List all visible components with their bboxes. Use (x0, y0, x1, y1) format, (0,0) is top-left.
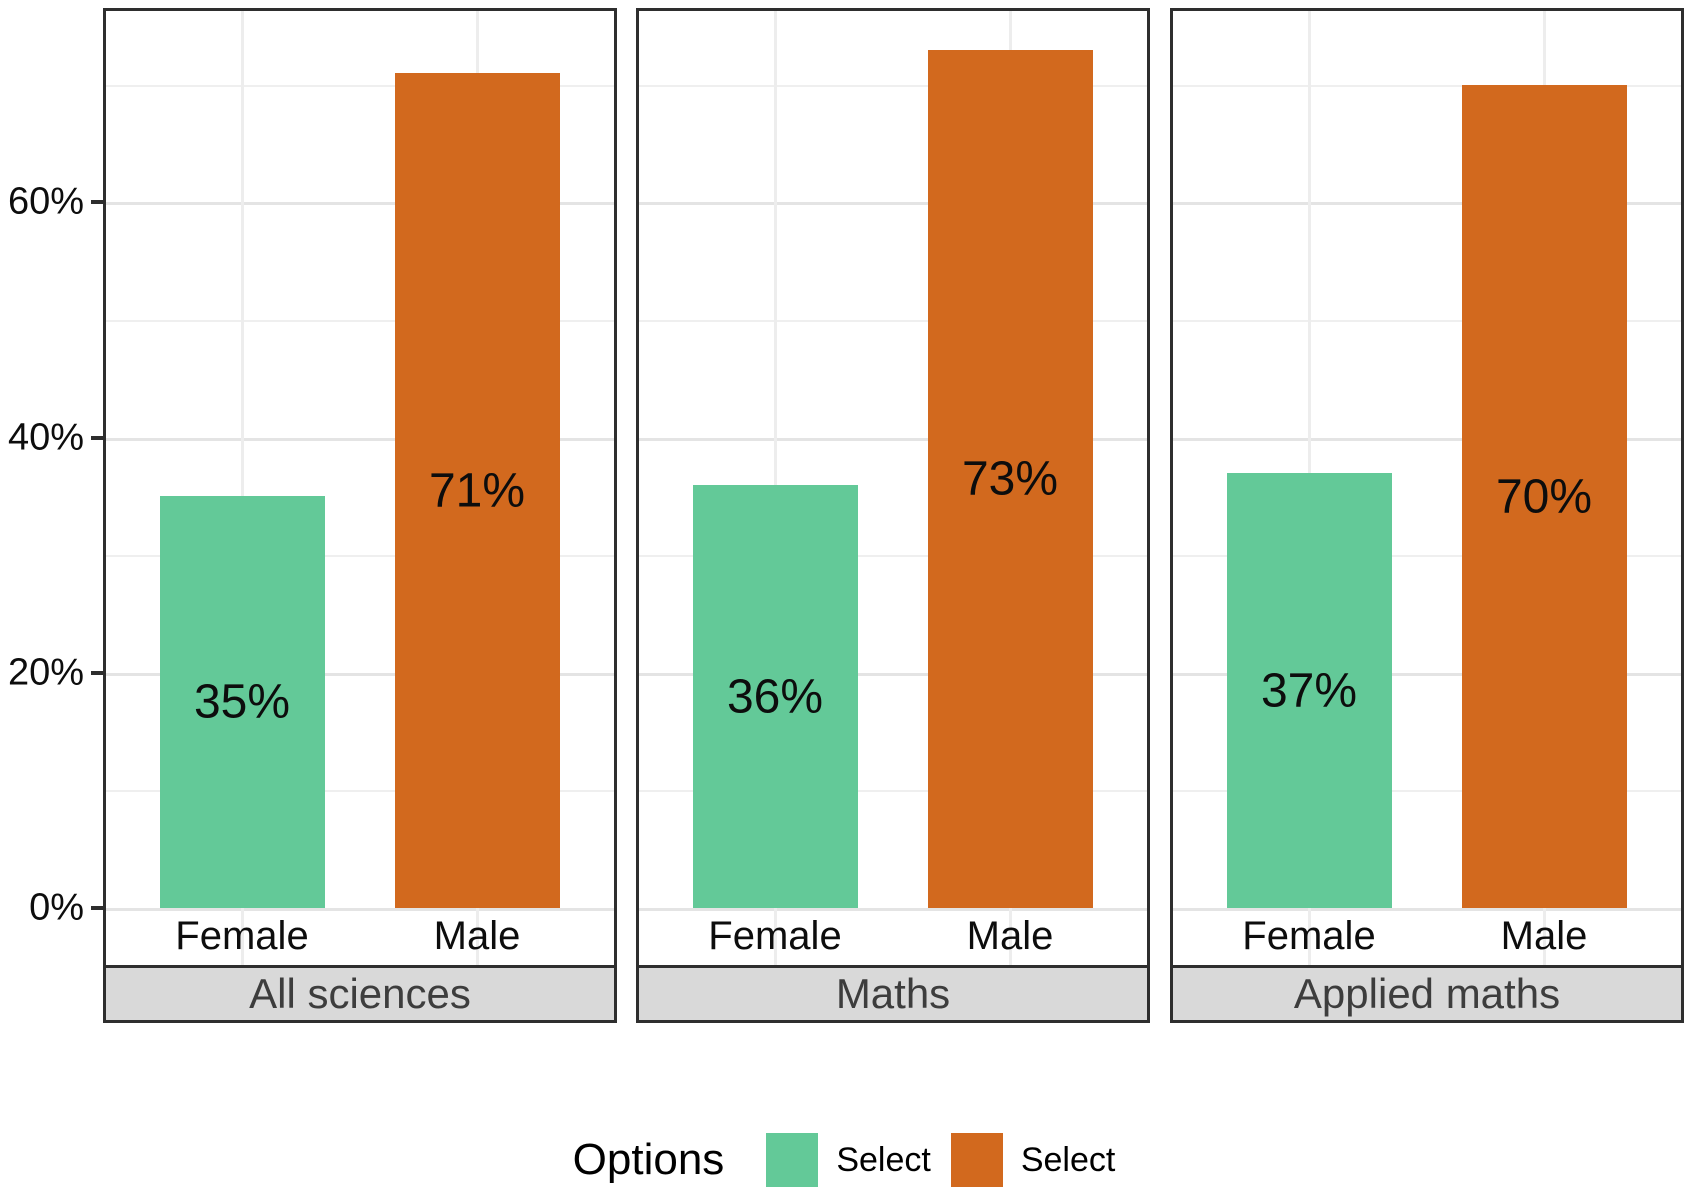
major-gridline (1173, 908, 1681, 911)
bar-value-label: 35% (193, 675, 291, 729)
bar-value-label: 36% (726, 670, 824, 723)
legend-key-swatch (950, 1133, 1003, 1187)
minor-gridline (1173, 84, 1681, 87)
facet-panel: 35% Female 71% Male (103, 8, 617, 968)
facet-strip: Applied maths (1170, 965, 1684, 1023)
legend-entry-label: Select (836, 1140, 931, 1179)
facet-panel: 37% Female 70% Male (1170, 8, 1684, 968)
bar-female (692, 485, 858, 908)
vertical-gridline (241, 11, 244, 965)
minor-gridline (1173, 790, 1681, 793)
legend-entry-label: Select (1020, 1140, 1116, 1179)
minor-gridline (639, 320, 1147, 322)
major-gridline (106, 908, 614, 911)
x-axis-label-male: Male (1500, 914, 1588, 958)
bar-female (159, 496, 325, 908)
major-gridline (1173, 437, 1681, 441)
facet-strip-label: Applied maths (1293, 970, 1561, 1017)
y-axis-tick-mark (91, 906, 103, 910)
legend-entry: Select (766, 1133, 931, 1187)
facet-panel: 36% Female 73% Male (636, 8, 1150, 968)
minor-gridline (1173, 555, 1681, 558)
legend-entry: Select (950, 1133, 1116, 1187)
legend-entries: Select Select (746, 1133, 1115, 1187)
legend-key-swatch (766, 1133, 819, 1187)
bar-value-label: 37% (1260, 664, 1358, 717)
minor-gridline (106, 555, 614, 558)
legend: Options Select Select (0, 1126, 1688, 1194)
x-axis-label-female: Female (708, 914, 842, 958)
facet-strip: All sciences (103, 965, 617, 1023)
x-axis-label-female: Female (175, 914, 309, 958)
bar-male (1461, 85, 1627, 908)
y-axis-tick-label: 60% (7, 180, 84, 223)
minor-gridline (106, 320, 614, 322)
legend-title: Options (572, 1135, 725, 1184)
facet-strip-label: All sciences (249, 970, 471, 1017)
major-gridline (106, 202, 614, 206)
major-gridline (1173, 202, 1681, 206)
major-gridline (639, 437, 1147, 441)
bar-male (394, 73, 560, 908)
bar-male (927, 50, 1093, 908)
facet-strip-label: Maths (835, 970, 951, 1017)
x-axis-label-male: Male (966, 914, 1054, 958)
y-axis-tick-label: 0% (29, 886, 84, 929)
bar-value-label: 70% (1495, 470, 1593, 523)
bar-value-label: 71% (428, 464, 526, 517)
y-axis-tick-label: 20% (7, 651, 84, 694)
minor-gridline (106, 790, 614, 793)
minor-gridline (639, 555, 1147, 558)
y-axis-tick-mark (91, 435, 103, 440)
major-gridline (1173, 672, 1681, 676)
x-axis-label-male: Male (433, 914, 521, 958)
minor-gridline (1173, 320, 1681, 322)
x-axis-label-female: Female (1242, 914, 1376, 958)
minor-gridline (639, 84, 1147, 87)
bar-female (1226, 473, 1392, 908)
minor-gridline (639, 790, 1147, 793)
facet-strip: Maths (636, 965, 1150, 1023)
y-axis-tick-label: 40% (7, 416, 84, 459)
major-gridline (106, 437, 614, 441)
bar-value-label: 73% (961, 452, 1059, 506)
major-gridline (639, 202, 1147, 206)
minor-gridline (106, 84, 614, 87)
major-gridline (639, 672, 1147, 676)
y-axis-tick-mark (91, 200, 103, 205)
major-gridline (639, 908, 1147, 911)
y-axis-tick-mark (91, 670, 103, 675)
major-gridline (106, 672, 614, 676)
